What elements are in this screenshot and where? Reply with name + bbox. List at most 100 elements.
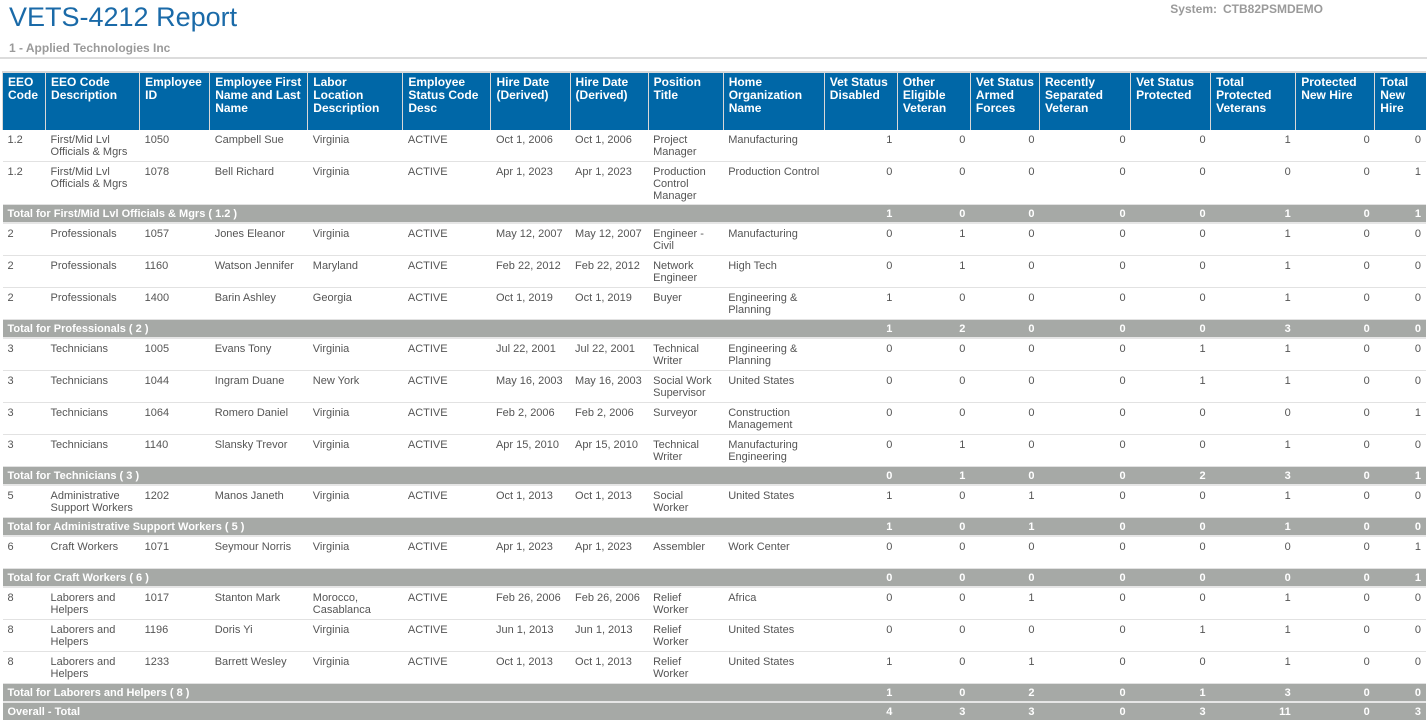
column-header: Position Title bbox=[647, 71, 724, 130]
total-label: Overall - Total bbox=[2, 702, 825, 720]
table-cell: Oct 1, 2006 bbox=[490, 130, 571, 162]
column-header: Vet Status Disabled bbox=[823, 71, 898, 130]
table-cell: ACTIVE bbox=[402, 223, 491, 256]
table-row: 8 Laborers and Helpers 1017 Stanton Mark Mor… bbox=[2, 587, 1426, 620]
table-cell: 0 bbox=[1295, 223, 1375, 256]
table-cell: 0 bbox=[824, 434, 898, 467]
table-cell: 1 bbox=[1210, 485, 1296, 518]
total-value: 0 bbox=[1295, 568, 1375, 588]
table-cell: Craft Workers bbox=[45, 536, 140, 569]
table-cell: 0 bbox=[897, 130, 971, 162]
table-cell: 0 bbox=[1039, 370, 1131, 403]
total-value: 1 bbox=[1374, 568, 1426, 588]
total-label: Total for Craft Workers ( 6 ) bbox=[2, 568, 825, 588]
table-cell: 8 bbox=[2, 619, 46, 652]
table-cell: 0 bbox=[824, 370, 898, 403]
table-row: 3 Technicians 1064 Romero Daniel Virginia ACT… bbox=[2, 402, 1426, 435]
table-cell: Doris Yi bbox=[209, 619, 308, 652]
table-cell: 0 bbox=[970, 338, 1040, 371]
table-cell: Bell Richard bbox=[209, 161, 308, 205]
total-value: 0 bbox=[1130, 204, 1211, 224]
group-total-row: Total for Technicians ( 3 ) 0 1 0 0 2 3 0 1 bbox=[2, 466, 1426, 486]
total-value: 0 bbox=[1039, 683, 1131, 703]
table-cell: Feb 22, 2012 bbox=[570, 255, 649, 288]
table-cell: 1071 bbox=[139, 536, 210, 569]
table-cell: 1 bbox=[1210, 223, 1296, 256]
table-cell: New York bbox=[307, 370, 403, 403]
table-cell: Africa bbox=[723, 587, 825, 620]
divider bbox=[0, 57, 1427, 59]
table-cell: May 12, 2007 bbox=[490, 223, 571, 256]
table-cell: 0 bbox=[1130, 651, 1211, 684]
table-cell: 5 bbox=[2, 485, 46, 518]
table-cell: 1078 bbox=[139, 161, 210, 205]
table-cell: 1 bbox=[1210, 338, 1296, 371]
column-header: Total Protected Veterans bbox=[1210, 71, 1296, 130]
table-cell: Surveyor bbox=[648, 402, 724, 435]
total-value: 3 bbox=[970, 702, 1040, 720]
table-cell: May 16, 2003 bbox=[570, 370, 649, 403]
total-value: 0 bbox=[1295, 204, 1375, 224]
table-cell: Laborers and Helpers bbox=[45, 651, 140, 684]
table-cell: 2 bbox=[2, 223, 46, 256]
table-row: 8 Laborers and Helpers 1233 Barrett Wesley V… bbox=[2, 651, 1426, 684]
table-cell: Feb 26, 2006 bbox=[490, 587, 571, 620]
table-cell: 0 bbox=[1130, 402, 1211, 435]
total-value: 1 bbox=[1130, 683, 1211, 703]
table-cell: 1 bbox=[824, 287, 898, 320]
column-header: EEO Code bbox=[1, 71, 46, 130]
total-value: 3 bbox=[1210, 683, 1296, 703]
table-cell: High Tech bbox=[723, 255, 825, 288]
column-header: Hire Date (Derived) bbox=[490, 71, 571, 130]
table-cell: 2 bbox=[2, 255, 46, 288]
table-cell: May 12, 2007 bbox=[570, 223, 649, 256]
table-cell: 0 bbox=[1295, 370, 1375, 403]
column-header: Labor Location Description bbox=[307, 71, 403, 130]
table-cell: Seymour Norris bbox=[209, 536, 308, 569]
table-cell: 0 bbox=[1374, 651, 1426, 684]
column-header: EEO Code Description bbox=[45, 71, 140, 130]
table-cell: ACTIVE bbox=[402, 619, 491, 652]
table-cell: 0 bbox=[1130, 587, 1211, 620]
table-cell: 0 bbox=[1039, 223, 1131, 256]
table-cell: Virginia bbox=[307, 130, 403, 162]
total-value: 0 bbox=[1039, 568, 1131, 588]
table-cell: 0 bbox=[1130, 223, 1211, 256]
table-cell: United States bbox=[723, 619, 825, 652]
table-cell: ACTIVE bbox=[402, 434, 491, 467]
table-cell: 1 bbox=[824, 651, 898, 684]
table-row: 3 Technicians 1044 Ingram Duane New York ACTI… bbox=[2, 370, 1426, 403]
table-cell: 0 bbox=[824, 255, 898, 288]
table-cell: 1 bbox=[1210, 619, 1296, 652]
total-value: 1 bbox=[1374, 466, 1426, 486]
total-value: 0 bbox=[1130, 319, 1211, 339]
table-cell: Engineering & Planning bbox=[723, 338, 825, 371]
table-row: 1.2 First/Mid Lvl Officials & Mgrs 1050 Cam… bbox=[2, 130, 1426, 162]
table-cell: Professionals bbox=[45, 287, 140, 320]
table-cell: Technicians bbox=[45, 402, 140, 435]
table-cell: 1 bbox=[1210, 651, 1296, 684]
total-label: Total for First/Mid Lvl Officials & Mgrs… bbox=[2, 204, 825, 224]
table-cell: Apr 1, 2023 bbox=[490, 536, 571, 569]
total-value: 0 bbox=[824, 466, 898, 486]
total-value: 1 bbox=[824, 517, 898, 537]
table-cell: Stanton Mark bbox=[209, 587, 308, 620]
table-cell: 1044 bbox=[139, 370, 210, 403]
table-cell: Manufacturing bbox=[723, 130, 825, 162]
table-cell: 0 bbox=[1039, 402, 1131, 435]
table-cell: ACTIVE bbox=[402, 338, 491, 371]
table-cell: Feb 2, 2006 bbox=[570, 402, 649, 435]
table-cell: Buyer bbox=[648, 287, 724, 320]
table-cell: 0 bbox=[824, 338, 898, 371]
group-total-row: Total for Laborers and Helpers ( 8 ) 1 0 2 0… bbox=[2, 683, 1426, 703]
table-cell: Jun 1, 2013 bbox=[570, 619, 649, 652]
table-cell: Slansky Trevor bbox=[209, 434, 308, 467]
column-header: Employee ID bbox=[139, 71, 210, 130]
table-cell: 0 bbox=[970, 536, 1040, 569]
table-cell: 1 bbox=[1130, 370, 1211, 403]
table-cell: Work Center bbox=[723, 536, 825, 569]
table-cell: Laborers and Helpers bbox=[45, 619, 140, 652]
overall-total-row: Overall - Total 4 3 3 0 3 11 0 3 bbox=[2, 702, 1426, 720]
total-value: 3 bbox=[1210, 466, 1296, 486]
table-cell: 0 bbox=[897, 338, 971, 371]
